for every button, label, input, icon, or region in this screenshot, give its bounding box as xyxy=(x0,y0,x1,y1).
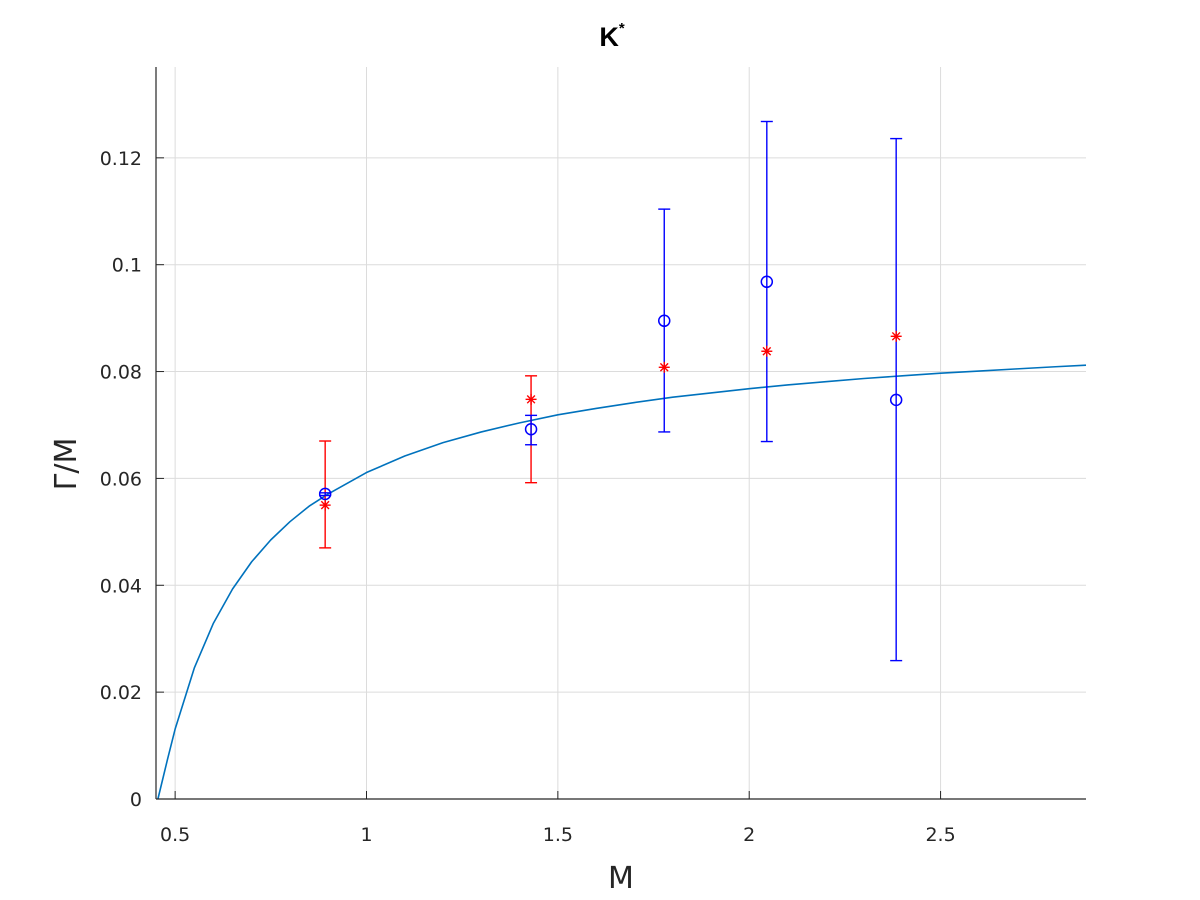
x-tick-label: 0.5 xyxy=(160,824,190,846)
circle-marker xyxy=(657,314,671,328)
fit-curve-layer xyxy=(157,364,1087,800)
fit-curve xyxy=(157,364,1087,800)
x-tick-label: 1.5 xyxy=(543,824,573,846)
circle-marker xyxy=(889,393,903,407)
y-tick-label: 0.1 xyxy=(112,255,142,277)
error-bar-layer xyxy=(319,120,903,662)
y-tick-label: 0 xyxy=(130,789,142,811)
axes xyxy=(155,67,1086,800)
y-axis-label: Γ/M xyxy=(49,438,84,491)
chart-title-main: K xyxy=(599,22,619,52)
y-tick-label: 0.02 xyxy=(100,682,142,704)
x-tick-label: 2 xyxy=(743,824,755,846)
chart-title: K* xyxy=(599,20,625,52)
y-tick-label: 0.12 xyxy=(100,148,142,170)
circle-marker xyxy=(760,275,774,289)
y-tick-label: 0.04 xyxy=(100,575,142,597)
y-tick-label: 0.08 xyxy=(100,362,142,384)
x-tick-label: 2.5 xyxy=(925,824,955,846)
star-marker xyxy=(658,361,670,373)
circle-marker xyxy=(318,487,332,501)
star-marker xyxy=(319,499,331,511)
marker-layer xyxy=(318,275,903,511)
star-marker xyxy=(525,393,537,405)
x-tick-label: 1 xyxy=(360,824,372,846)
x-axis-label: M xyxy=(608,861,634,896)
y-tick-label: 0.06 xyxy=(100,468,142,490)
tick-labels: 0.5 1 1.5 2 2.5 0 0.02 0.04 0.06 0.08 0.1 0.12 xyxy=(100,148,956,846)
star-marker xyxy=(761,345,773,357)
star-marker xyxy=(890,330,902,342)
circle-marker xyxy=(524,423,538,436)
chart-title-superscript: * xyxy=(619,20,625,37)
